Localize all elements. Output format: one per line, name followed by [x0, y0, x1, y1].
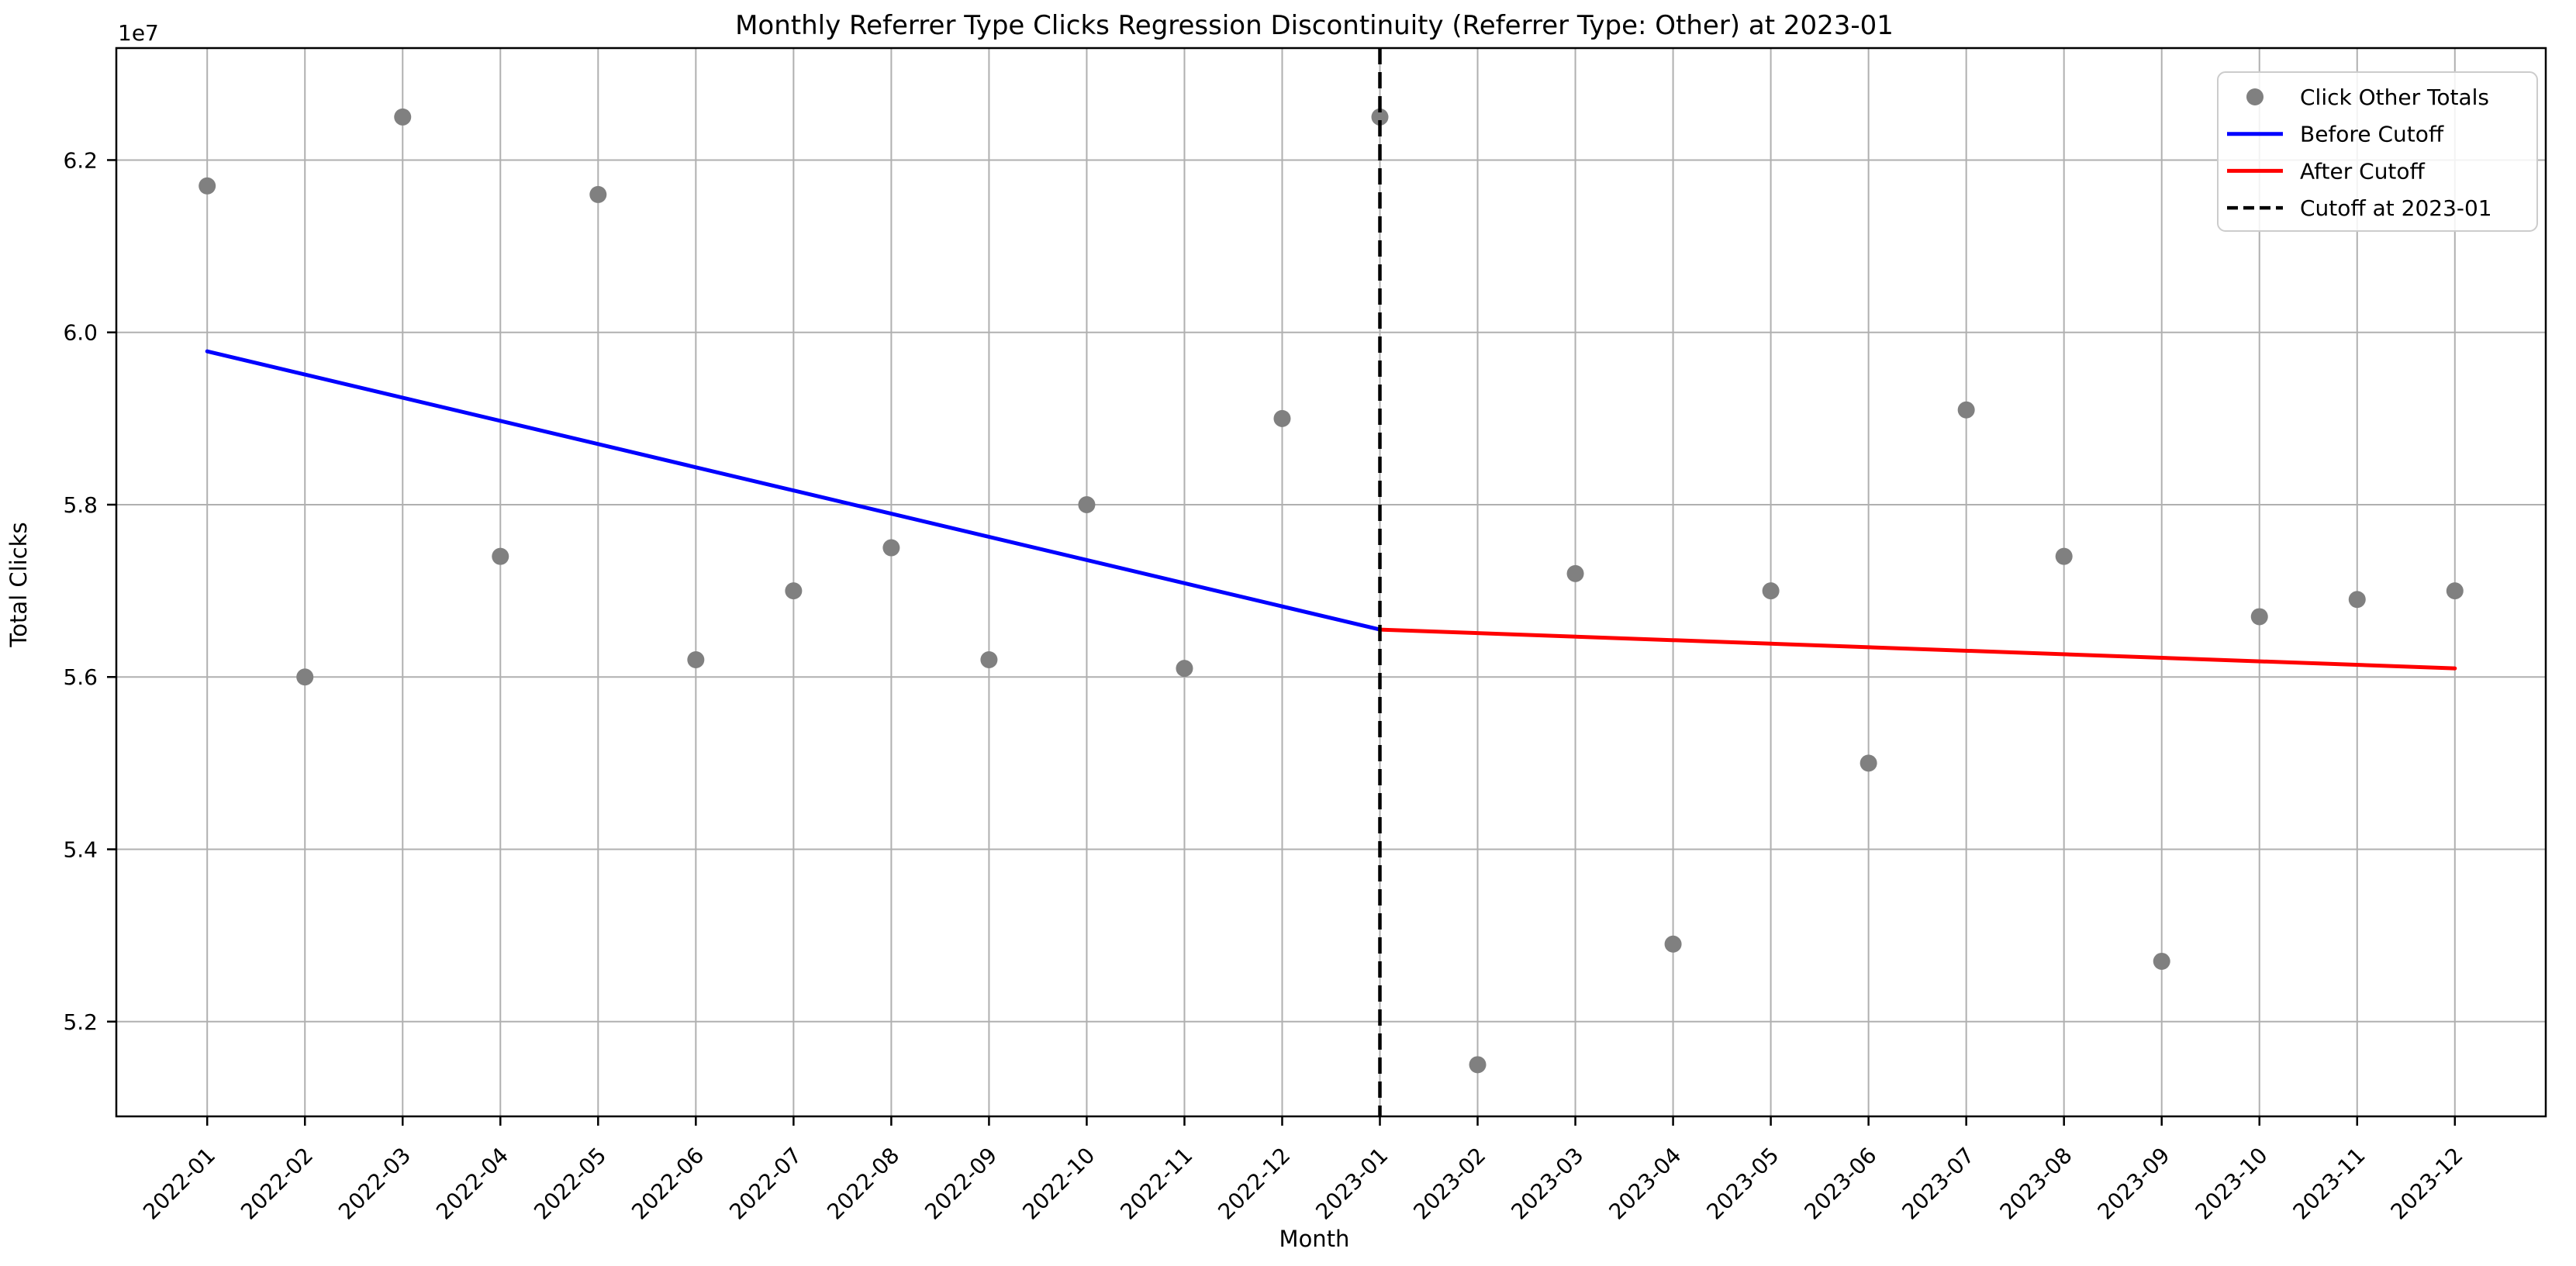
scatter-point	[980, 651, 998, 669]
y-axis-offset-label: 1e7	[118, 20, 159, 46]
scatter-point	[785, 582, 803, 600]
y-tick-label: 5.4	[63, 837, 98, 863]
scatter-point	[199, 177, 216, 195]
scatter-point	[1566, 564, 1584, 582]
x-tick-label: 2022-02	[236, 1143, 318, 1225]
scatter-point	[1859, 754, 1877, 772]
y-tick-label: 6.0	[63, 320, 98, 346]
x-tick-label: 2023-09	[2093, 1143, 2175, 1225]
scatter-point	[1176, 660, 1193, 678]
x-tick-label: 2023-12	[2386, 1143, 2468, 1225]
scatter-point	[589, 185, 607, 203]
x-tick-label: 2023-03	[1506, 1143, 1588, 1225]
y-axis-label: Total Clicks	[5, 522, 32, 647]
scatter-point	[394, 108, 412, 126]
x-axis-label: Month	[1279, 1226, 1350, 1252]
ticks-layer: 2022-01 2022-02 2022-03 2022-04 2022-05 2022-…	[63, 147, 2467, 1224]
legend-label: After Cutoff	[2300, 158, 2426, 184]
scatter-point	[1957, 401, 1975, 419]
scatter-point	[1664, 935, 1682, 953]
x-tick-label: 2023-05	[1701, 1143, 1784, 1225]
legend-label: Cutoff at 2023-01	[2300, 195, 2492, 221]
x-tick-label: 2022-07	[724, 1143, 806, 1225]
x-tick-label: 2022-11	[1115, 1143, 1197, 1225]
x-tick-label: 2023-11	[2288, 1143, 2371, 1225]
x-tick-label: 2022-05	[529, 1143, 611, 1225]
y-tick-label: 6.2	[63, 147, 98, 173]
scatter-point	[2250, 608, 2268, 626]
scatter-point	[296, 668, 314, 686]
y-tick-label: 5.8	[63, 492, 98, 518]
chart-title: Monthly Referrer Type Clicks Regression …	[735, 10, 1894, 41]
after-cutoff-line	[1378, 627, 2457, 671]
plot-border	[115, 47, 2547, 1118]
scatter-point	[1469, 1056, 1487, 1074]
scatter-point	[1273, 409, 1291, 427]
legend-box	[2217, 71, 2538, 232]
before-cutoff-line	[205, 349, 1383, 632]
x-tick-label: 2022-04	[431, 1143, 513, 1225]
x-tick-label: 2023-04	[1604, 1143, 1686, 1225]
x-tick-label: 2022-12	[1213, 1143, 1295, 1225]
regression-lines-layer	[205, 349, 2457, 671]
x-tick-label: 2023-06	[1800, 1143, 1882, 1225]
legend-label: Before Cutoff	[2300, 122, 2444, 147]
scatter-point	[1371, 108, 1389, 126]
scatter-point	[2348, 591, 2366, 609]
x-tick-label: 2022-08	[822, 1143, 904, 1225]
scatter-point	[492, 547, 509, 565]
x-tick-label: 2022-10	[1017, 1143, 1100, 1225]
scatter-point	[882, 539, 900, 557]
legend-marker-icon	[2246, 88, 2263, 105]
y-tick-label: 5.6	[63, 664, 98, 690]
x-tick-label: 2023-08	[1995, 1143, 2077, 1225]
x-tick-label: 2023-02	[1408, 1143, 1490, 1225]
scatter-point	[2446, 582, 2464, 600]
legend-layer: Click Other Totals Before Cutoff After Cut…	[2217, 71, 2538, 232]
x-tick-label: 2022-03	[333, 1143, 416, 1225]
gridlines-layer	[116, 48, 2546, 1116]
scatter-point	[2055, 547, 2073, 565]
scatter-points-layer	[199, 108, 2464, 1074]
plot-border-layer	[115, 47, 2547, 1118]
x-tick-label: 2023-10	[2191, 1143, 2273, 1225]
scatter-point	[687, 651, 705, 669]
x-tick-label: 2022-01	[138, 1143, 220, 1225]
x-tick-label: 2023-01	[1310, 1143, 1393, 1225]
x-tick-label: 2023-07	[1897, 1143, 1980, 1225]
legend-label: Click Other Totals	[2300, 85, 2489, 110]
x-tick-label: 2022-09	[920, 1143, 1002, 1225]
x-tick-label: 2022-06	[627, 1143, 709, 1225]
scatter-point	[1078, 495, 1096, 513]
scatter-point	[1762, 582, 1780, 600]
y-tick-label: 5.2	[63, 1009, 98, 1035]
scatter-point	[2153, 952, 2170, 970]
